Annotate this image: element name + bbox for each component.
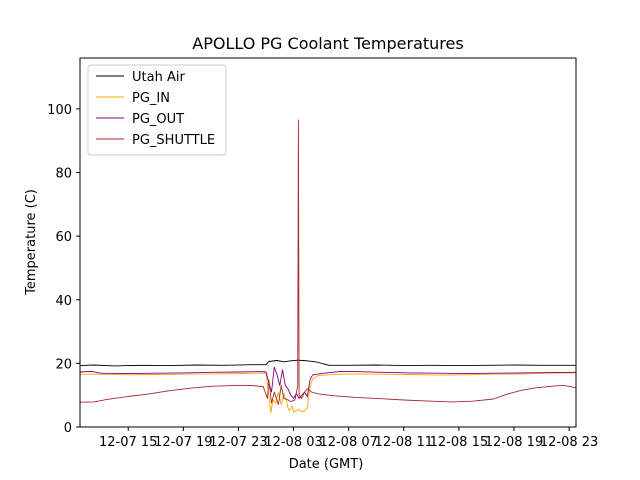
x-tick-label: 12-07 23	[209, 435, 267, 450]
series-line-2	[80, 366, 576, 399]
y-axis: 0 20 40 60 80 100	[47, 103, 80, 436]
series-line-0	[80, 359, 576, 367]
y-axis-label: Temperature (C)	[24, 189, 39, 296]
x-tick-label: 12-07 19	[154, 435, 212, 450]
plot-frame	[79, 57, 577, 428]
legend-label: PG_IN	[132, 91, 170, 106]
y-tick-label: 60	[55, 230, 72, 245]
x-axis-label: Date (GMT)	[289, 457, 364, 472]
legend: Utah Air PG_IN PG_OUT PG_SHUTTLE	[87, 64, 227, 156]
x-tick-label: 12-08 19	[485, 435, 543, 450]
legend-label: PG_OUT	[132, 112, 184, 127]
legend-box	[87, 64, 227, 156]
series-layer	[80, 119, 576, 414]
legend-items: Utah Air PG_IN PG_OUT PG_SHUTTLE	[96, 70, 215, 148]
chart-title: APOLLO PG Coolant Temperatures	[192, 34, 463, 53]
y-tick-label: 0	[64, 421, 72, 436]
x-tick-label: 12-08 11	[375, 435, 433, 450]
y-tick-label: 80	[55, 167, 72, 182]
x-tick-label: 12-07 15	[99, 435, 157, 450]
series-line-3	[80, 119, 576, 406]
legend-label: PG_SHUTTLE	[132, 133, 215, 148]
y-tick-label: 100	[47, 103, 72, 118]
y-tick-label: 40	[55, 294, 72, 309]
x-tick-label: 12-08 03	[264, 435, 322, 450]
x-tick-label: 12-08 15	[430, 435, 488, 450]
series-line-1	[80, 372, 576, 414]
legend-label: Utah Air	[132, 70, 185, 85]
plot-area	[79, 57, 577, 428]
y-tick-label: 20	[55, 357, 72, 372]
x-tick-label: 12-08 23	[540, 435, 598, 450]
x-tick-label: 12-08 07	[319, 435, 377, 450]
